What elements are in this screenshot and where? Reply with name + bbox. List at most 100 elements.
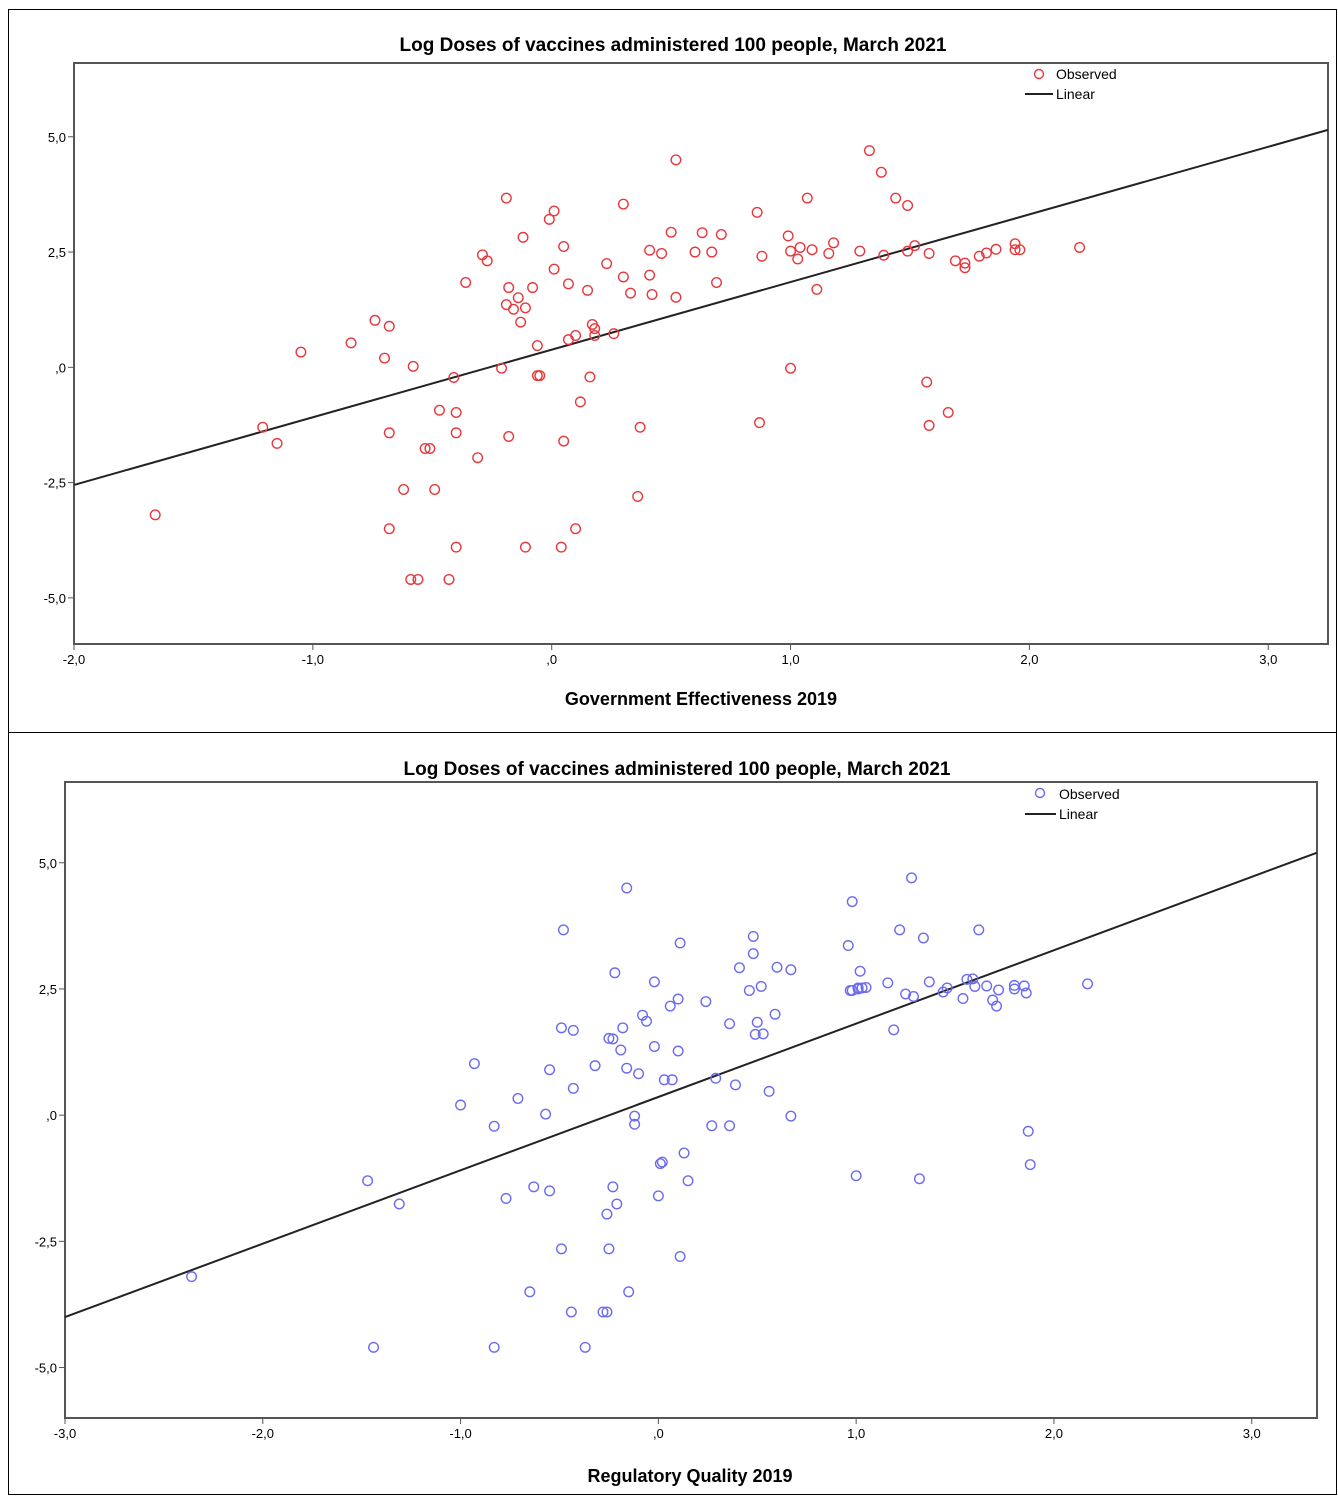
y-axis: 5,0 2,5 ,0 -2,5 -5,0: [35, 856, 65, 1376]
data-point: [1014, 244, 1026, 256]
data-point: [574, 396, 586, 408]
data-point: [450, 541, 462, 553]
data-point: [1074, 241, 1086, 253]
data-point: [634, 421, 646, 433]
fit-line-group: [73, 128, 1329, 486]
data-point: [455, 1099, 467, 1111]
y-tick-label: -2,5: [44, 476, 66, 491]
data-point: [383, 523, 395, 535]
data-point: [782, 230, 794, 242]
data-point: [548, 205, 560, 217]
chart-title: Log Doses of vaccines administered 100 p…: [404, 759, 951, 780]
data-point: [548, 263, 560, 275]
x-tick-label: -2,0: [63, 652, 85, 667]
data-point: [823, 247, 835, 259]
data-point: [785, 964, 797, 976]
data-point: [601, 1306, 613, 1318]
x-axis: -3,0 -2,0 -1,0 ,0 1,0 2,0 3,0: [54, 1418, 1261, 1441]
data-point: [527, 282, 539, 294]
data-point: [959, 257, 971, 269]
data-point: [860, 981, 872, 993]
data-point: [555, 1022, 567, 1034]
data-point: [785, 362, 797, 374]
data-point: [696, 227, 708, 239]
y-tick-label: ,0: [46, 1108, 57, 1123]
data-point: [937, 986, 949, 998]
data-point: [648, 976, 660, 988]
data-point: [570, 330, 582, 342]
y-tick-label: 5,0: [48, 130, 66, 145]
data-point: [1022, 1125, 1034, 1137]
data-point: [500, 1192, 512, 1204]
data-point: [941, 982, 953, 994]
data-point: [1018, 980, 1030, 992]
data-point: [419, 442, 431, 454]
legend-observed-label: Observed: [1056, 66, 1117, 82]
y-tick-label: 2,5: [48, 245, 66, 260]
data-point: [894, 924, 906, 936]
data-point: [747, 930, 759, 942]
data-point: [902, 199, 914, 211]
data-point: [1024, 1159, 1036, 1171]
linear-fit-line: [64, 851, 1318, 1318]
x-tick-label: -1,0: [302, 652, 324, 667]
x-tick-label: 3,0: [1243, 1426, 1261, 1441]
data-point: [540, 1108, 552, 1120]
data-point: [405, 573, 417, 585]
data-point: [672, 993, 684, 1005]
plot-area: [64, 781, 1318, 1419]
data-point: [393, 1198, 405, 1210]
legend-linear-label: Linear: [1059, 806, 1098, 822]
data-point: [1009, 244, 1021, 256]
data-point: [603, 1243, 615, 1255]
data-point: [792, 253, 804, 265]
data-point: [555, 1243, 567, 1255]
data-point: [460, 276, 472, 288]
data-point: [973, 924, 985, 936]
data-point: [672, 1045, 684, 1057]
data-point: [990, 243, 1002, 255]
data-point: [629, 1110, 641, 1122]
data-point: [558, 241, 570, 253]
data-point: [771, 961, 783, 973]
data-point: [557, 924, 569, 936]
data-point: [412, 573, 424, 585]
data-point: [811, 283, 823, 295]
data-point: [906, 872, 918, 884]
data-point: [854, 245, 866, 257]
data-point: [531, 340, 543, 352]
x-tick-label: 2,0: [1020, 652, 1038, 667]
data-point: [488, 1120, 500, 1132]
data-point: [670, 154, 682, 166]
data-point: [617, 198, 629, 210]
chart-panel-government-effectiveness: Log Doses of vaccines administered 100 p…: [8, 9, 1337, 733]
scatter-chart-government-effectiveness: Log Doses of vaccines administered 100 p…: [44, 35, 1329, 709]
x-axis-label: Government Effectiveness 2019: [565, 689, 837, 709]
plot-area: [73, 62, 1329, 645]
data-point: [496, 362, 508, 374]
data-point: [733, 962, 745, 974]
data-point: [801, 192, 813, 204]
data-point: [500, 192, 512, 204]
data-point: [603, 1032, 615, 1044]
data-point: [524, 1286, 536, 1298]
data-point: [528, 1181, 540, 1193]
data-point: [711, 276, 723, 288]
legend-linear-label: Linear: [1056, 86, 1095, 102]
data-point: [567, 1024, 579, 1036]
data-point: [558, 435, 570, 447]
data-point: [472, 452, 484, 464]
data-point: [398, 484, 410, 496]
data-point: [678, 1147, 690, 1159]
x-tick-label: 3,0: [1259, 652, 1277, 667]
data-point: [615, 1044, 627, 1056]
data-point: [706, 246, 718, 258]
data-point: [921, 376, 933, 388]
data-point: [407, 360, 419, 372]
data-point: [617, 271, 629, 283]
data-point: [646, 288, 658, 300]
data-point: [846, 984, 858, 996]
data-point: [565, 1306, 577, 1318]
data-point: [186, 1271, 198, 1283]
data-point: [448, 371, 460, 383]
